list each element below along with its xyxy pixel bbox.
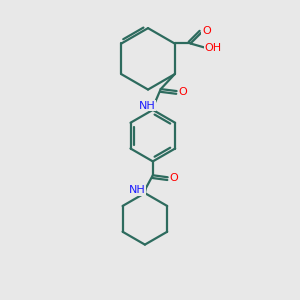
Text: NH: NH: [129, 185, 145, 195]
Text: O: O: [202, 26, 211, 36]
Text: NH: NH: [139, 101, 155, 111]
Text: O: O: [169, 173, 178, 183]
Text: O: O: [178, 87, 187, 97]
Text: OH: OH: [205, 44, 222, 53]
